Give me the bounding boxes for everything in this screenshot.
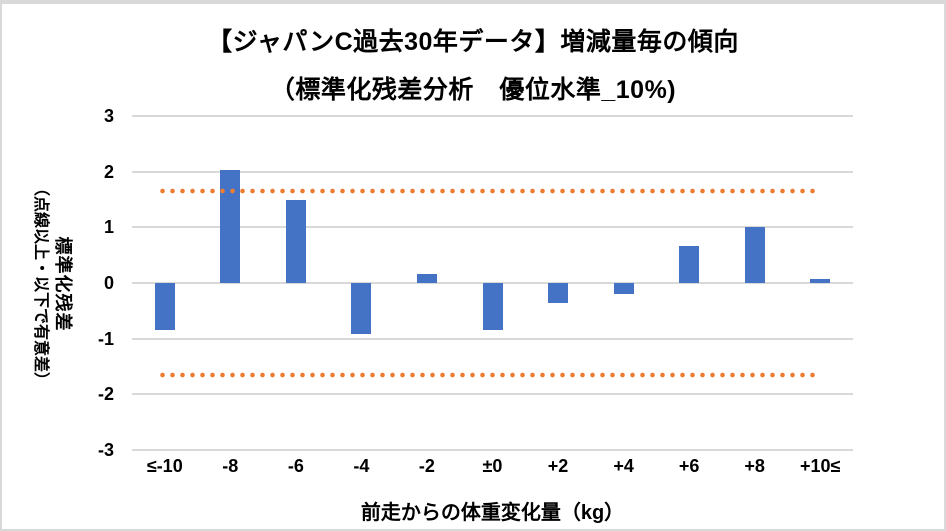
bar-+2 [548,283,569,304]
y-tick-label--1: -1 [97,328,114,349]
x-tick-label-+10≤: +10≤ [800,456,841,476]
y-tick-label-2: 2 [103,161,114,182]
x-tick-label-±0: ±0 [482,456,503,476]
x-tick-label--6: -6 [287,456,304,476]
gridline-y-1 [132,337,853,340]
x-tick-label-+2: +2 [547,456,569,476]
gridline-y1 [132,226,853,229]
bar--6 [285,200,306,283]
y-tick-label--2: -2 [97,384,114,405]
bar-+8 [744,226,765,283]
x-tick-label--4: -4 [353,456,370,476]
x-tick-label-+8: +8 [744,456,765,476]
x-tick-label-+4: +4 [613,456,634,476]
x-tick-label--8: -8 [222,456,239,476]
bar--2 [416,273,437,283]
x-tick-label--2: -2 [418,456,435,476]
gridline-y-3 [132,449,853,451]
x-tick-label-+6: +6 [678,456,700,476]
y-tick-label-3: 3 [103,106,114,126]
bar--8 [220,169,241,283]
chart-title: 【ジャパンC過去30年データ】増減量毎の傾向 [207,28,739,56]
plot-area [132,115,853,451]
chart-subtitle: （標準化残差分析 優位水準_10%) [269,76,677,104]
significance-line-lower [160,371,820,378]
y-tick-label-1: 1 [103,217,114,238]
significance-line-upper [160,188,820,195]
bar-+4 [613,283,634,294]
bar-±0 [482,283,503,331]
bar-+6 [679,246,700,283]
bar-+10≤ [810,279,831,283]
y-tick-label-0: 0 [103,273,114,293]
y-tick-label--3: -3 [97,440,114,460]
gridline-y2 [132,170,853,173]
bar-≤-10 [154,283,175,330]
x-axis-title: 前走からの体重変化量（kg） [360,502,625,524]
gridline-y3 [132,115,853,117]
x-tick-label-≤-10: ≤-10 [146,456,183,476]
gridline-y-2 [132,393,853,396]
bar--4 [351,283,372,334]
